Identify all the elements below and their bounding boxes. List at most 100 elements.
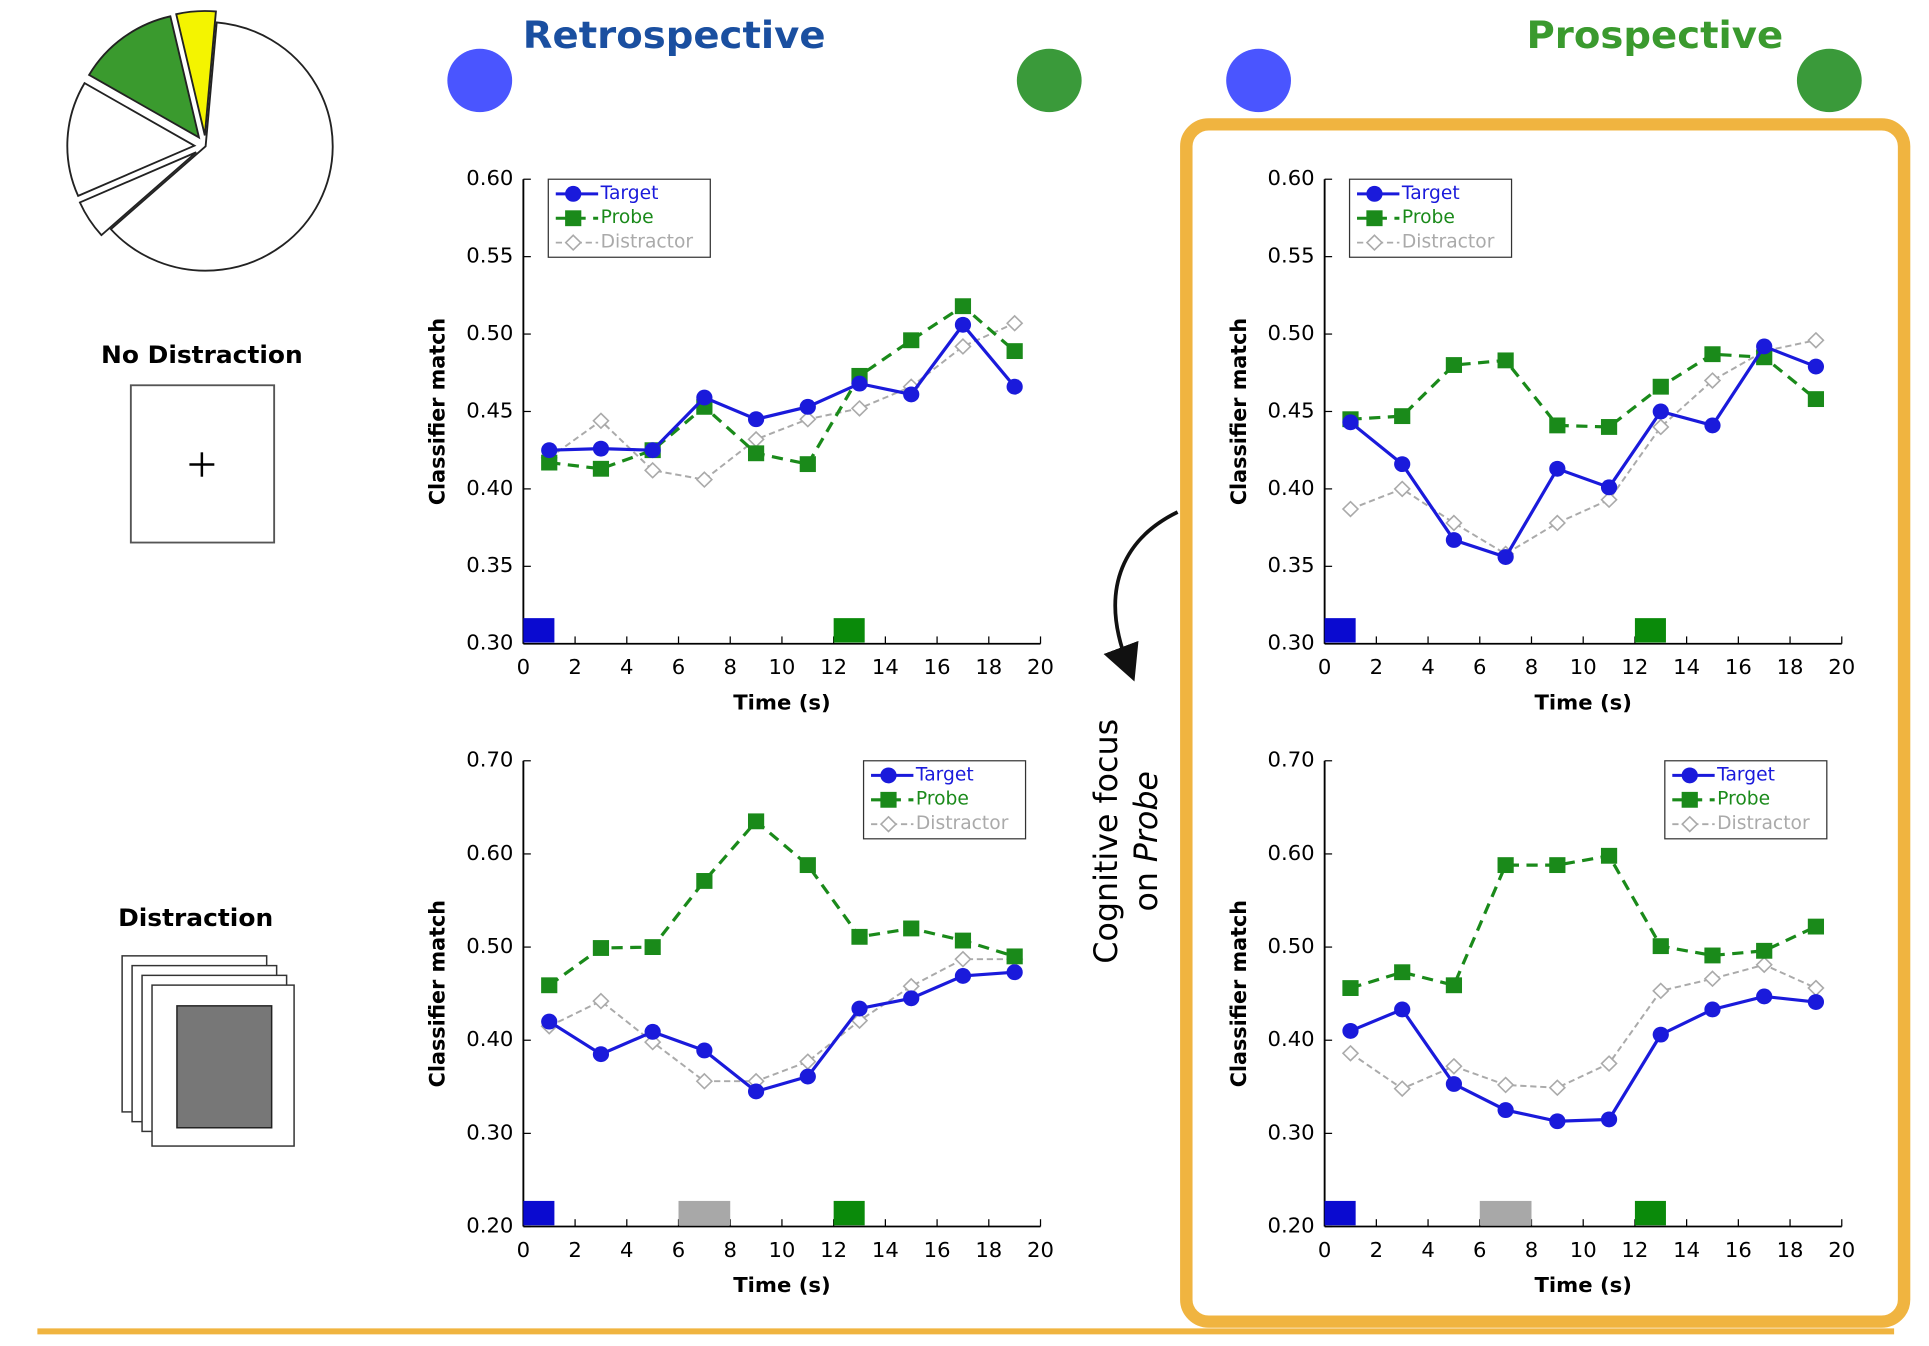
marker — [1682, 767, 1698, 783]
marker — [1756, 943, 1772, 959]
marker — [1550, 1080, 1565, 1095]
marker — [955, 317, 971, 333]
y-tick-label: 0.50 — [466, 321, 513, 345]
marker — [851, 1001, 867, 1017]
x-tick-label: 0 — [1318, 655, 1331, 679]
marker — [955, 952, 970, 967]
y-tick-label: 0.45 — [1268, 399, 1315, 423]
pro-bar — [1226, 49, 1862, 112]
x-tick-label: 10 — [768, 655, 795, 679]
y-tick-label: 0.30 — [1268, 1121, 1315, 1145]
marker — [1007, 343, 1023, 359]
legend-label: Distractor — [601, 232, 694, 253]
x-tick-label: 2 — [1370, 655, 1383, 679]
event-marker — [679, 1201, 731, 1225]
marker — [748, 1084, 764, 1100]
marker — [1601, 1111, 1617, 1127]
y-axis-label: Classifier match — [425, 318, 449, 505]
x-tick-label: 12 — [1621, 1238, 1648, 1262]
x-tick-label: 8 — [1525, 1238, 1538, 1262]
x-tick-label: 10 — [768, 1238, 795, 1262]
series-line — [549, 959, 1014, 1081]
x-tick-label: 14 — [872, 655, 899, 679]
distractor-images-icon — [122, 956, 294, 1146]
y-tick-label: 0.50 — [1268, 321, 1315, 345]
event-marker — [1635, 1201, 1666, 1225]
x-tick-label: 4 — [620, 655, 633, 679]
marker — [1366, 210, 1382, 226]
fixation-icon — [131, 385, 274, 542]
legend-label: Target — [1716, 765, 1775, 786]
marker — [955, 298, 971, 314]
x-tick-label: 2 — [1370, 1238, 1383, 1262]
retro-bar — [447, 49, 1081, 112]
y-tick-label: 0.20 — [466, 1214, 513, 1238]
page: {"header": {"retrospective": "Retrospect… — [0, 0, 1929, 1346]
event-marker — [1325, 618, 1356, 642]
x-tick-label: 10 — [1570, 1238, 1597, 1262]
pro-title: Prospective — [1527, 15, 1784, 59]
marker — [851, 929, 867, 945]
x-tick-label: 14 — [872, 1238, 899, 1262]
marker — [1653, 938, 1669, 954]
x-axis-label: Time (s) — [733, 691, 830, 715]
y-tick-label: 0.60 — [1268, 841, 1315, 865]
marker — [1446, 357, 1462, 373]
marker — [903, 990, 919, 1006]
legend-label: Distractor — [1717, 813, 1810, 834]
legend: TargetProbeDistractor — [864, 761, 1026, 839]
y-tick-label: 0.45 — [466, 399, 513, 423]
y-tick-label: 0.20 — [1268, 1214, 1315, 1238]
x-tick-label: 2 — [568, 1238, 581, 1262]
legend-label: Distractor — [916, 813, 1009, 834]
y-tick-label: 0.55 — [1268, 244, 1315, 268]
y-tick-label: 0.35 — [466, 553, 513, 577]
legend-label: Distractor — [1402, 232, 1495, 253]
focus-arrow — [1115, 512, 1177, 664]
x-tick-label: 8 — [723, 1238, 736, 1262]
y-tick-label: 0.60 — [466, 841, 513, 865]
marker — [541, 1014, 557, 1030]
event-marker — [1480, 1201, 1532, 1225]
x-tick-label: 6 — [672, 655, 685, 679]
focus-emphasis: Probe — [1126, 771, 1164, 862]
series-line — [1350, 856, 1815, 988]
series-line — [1350, 965, 1815, 1089]
x-tick-label: 0 — [517, 655, 530, 679]
marker — [1446, 1076, 1462, 1092]
y-tick-label: 0.40 — [1268, 476, 1315, 500]
marker — [748, 411, 764, 427]
marker — [903, 332, 919, 348]
x-tick-label: 6 — [672, 1238, 685, 1262]
marker — [1342, 1023, 1358, 1039]
series-line — [1350, 346, 1815, 557]
x-tick-label: 20 — [1828, 655, 1855, 679]
x-tick-label: 12 — [820, 655, 847, 679]
x-tick-label: 18 — [1777, 655, 1804, 679]
x-tick-label: 18 — [975, 1238, 1002, 1262]
y-tick-label: 0.60 — [1268, 166, 1315, 190]
marker — [748, 813, 764, 829]
marker — [1550, 516, 1565, 531]
legend-label: Probe — [1402, 207, 1455, 228]
marker — [1343, 1046, 1358, 1061]
legend-label: Target — [915, 765, 974, 786]
x-tick-label: 8 — [1525, 655, 1538, 679]
marker — [1808, 981, 1823, 996]
marker — [880, 792, 896, 808]
x-tick-label: 4 — [620, 1238, 633, 1262]
x-tick-label: 16 — [924, 1238, 951, 1262]
marker — [903, 387, 919, 403]
marker — [1601, 848, 1617, 864]
marker — [1601, 479, 1617, 495]
marker — [852, 401, 867, 416]
marker — [1366, 186, 1382, 202]
marker — [1498, 1078, 1513, 1093]
marker — [851, 376, 867, 392]
legend-label: Target — [600, 183, 659, 204]
marker — [593, 940, 609, 956]
marker — [880, 767, 896, 783]
series-line — [1350, 996, 1815, 1121]
marker — [645, 463, 660, 478]
marker — [593, 461, 609, 477]
